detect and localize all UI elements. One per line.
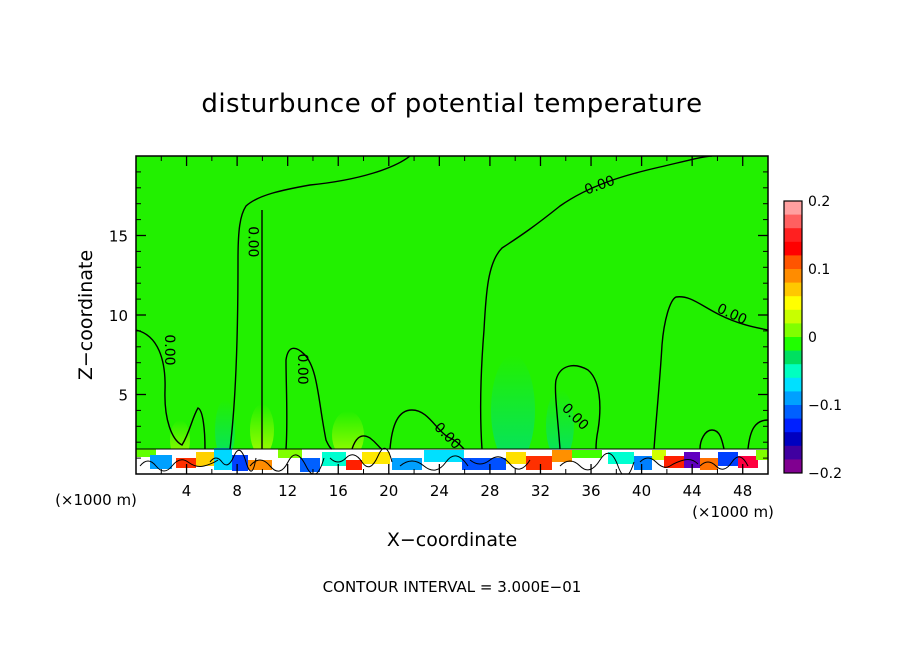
y-axis: 5 10 15 [109,171,768,459]
surface-yellow-2 [362,452,390,464]
zero-contours [136,156,768,450]
colorbar-frame [783,200,803,474]
colorbar-swatch [784,228,802,243]
x-tick-label: 36 [581,482,600,500]
colorbar-swatch [784,391,802,406]
surface-blue-5 [462,458,506,470]
y-tick-label: 15 [109,228,128,246]
surface-red-3 [526,456,552,470]
surface-red-1 [176,458,196,468]
surface-blue-4 [392,458,422,470]
colorbar: 0.2 0.1 0 −0.1 −0.2 [783,194,842,482]
chart-title: disturbunce of potential temperature [201,89,702,119]
colorbar-tick-label: 0.2 [808,194,830,210]
colorbar-swatch [784,296,802,311]
plume-cool-30 [491,355,535,465]
colorbar-swatch [784,337,802,352]
contour-label: 0.00 [244,226,260,257]
colorbar-swatch [784,350,802,365]
x-tick-label: 24 [430,482,449,500]
x-tick-label: 40 [632,482,651,500]
colorbar-swatch [784,255,802,270]
surface-blue-6 [634,456,652,470]
plume-warm-16 [332,411,364,459]
surface-red-4 [664,456,684,468]
colorbar-swatch [784,445,802,460]
surface-cyan-2 [322,452,346,466]
surface-cyan-1 [214,448,232,470]
contour-interval-note: CONTOUR INTERVAL = 3.000E−01 [323,578,582,596]
surface-blue-1 [150,455,172,469]
colorbar-swatch [784,364,802,379]
colorbar-swatch [784,201,802,216]
surface-blue-2 [232,455,248,471]
surface-green-2 [278,449,302,458]
colorbar-swatch [784,269,802,284]
colorbar-swatch [784,418,802,433]
colorbar-swatch [784,377,802,392]
surface-contours [136,447,768,474]
surface-yellow-1 [196,452,214,466]
contour-label: 0.00 [294,353,310,384]
colorbar-swatch [784,309,802,324]
surface-orange-3 [700,458,718,470]
x-tick-label: 32 [531,482,550,500]
surface-blue-3 [300,458,320,472]
surface-green-3 [572,450,602,458]
x-tick-label: 44 [683,482,702,500]
field-background [136,156,768,474]
x-tick-label: 12 [278,482,297,500]
x-tick-label: 4 [182,482,192,500]
x-tick-label: 48 [733,482,752,500]
x-unit-left: (×1000 m) [55,491,137,509]
surface-cyan-4 [608,452,634,464]
colorbar-swatch [784,405,802,420]
surface-red-2 [346,460,362,470]
x-tick-label: 20 [379,482,398,500]
x-axis: 4 8 12 16 20 24 28 32 36 40 44 48 [160,156,752,500]
x-tick-label: 8 [232,482,242,500]
surface-green-4 [756,450,768,460]
x-axis-title: X−coordinate [387,529,517,551]
colorbar-tick-label: −0.1 [808,398,842,414]
x-tick-label: 28 [480,482,499,500]
colorbar-swatch [784,432,802,447]
x-unit-right: (×1000 m) [692,503,774,521]
colorbar-tick-label: 0.1 [808,262,830,278]
y-tick-label: 5 [118,387,128,405]
surface-yellow-4 [652,450,666,460]
surface-cyan-3 [424,450,464,462]
y-tick-label: 10 [109,307,128,325]
surface-green-1 [136,449,156,457]
surface-orange-1 [248,460,272,470]
surface-blue-7 [718,452,738,466]
y-axis-title: Z−coordinate [75,250,97,380]
x-tick-label: 16 [329,482,348,500]
colorbar-swatch [784,241,802,256]
colorbar-tick-label: 0 [808,330,817,346]
contour-label: 0.00 [161,334,177,365]
colorbar-swatch [784,323,802,338]
colorbar-swatch [784,282,802,297]
colorbar-tick-label: −0.2 [808,466,842,482]
surface-yellow-3 [506,452,526,464]
surface-orange-2 [552,450,572,462]
colorbar-swatch [784,459,802,474]
colorbar-swatch [784,214,802,229]
plume-cool-33 [546,390,574,460]
